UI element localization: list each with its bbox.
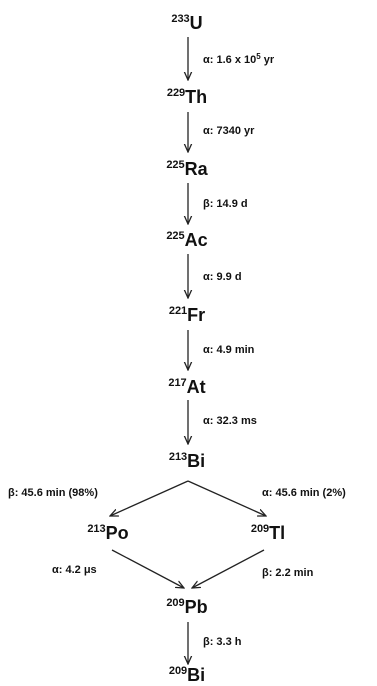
arrow-bi213-po213 (110, 480, 189, 516)
decay-label-ra225: β: 14.9 d (203, 198, 248, 210)
nuclide-po-213: 213Po (87, 523, 129, 543)
decay-label-fr221: α: 4.9 min (203, 344, 255, 356)
nuclide-bi-213: 213Bi (168, 451, 206, 471)
decay-label-pb209: β: 3.3 h (203, 636, 242, 648)
decay-label-tl209: β: 2.2 min (262, 567, 314, 579)
nuclide-fr-221: 221Fr (168, 305, 206, 325)
arrow-tl209-pb209 (192, 549, 265, 588)
nuclide-th-229: 229Th (166, 87, 208, 107)
decay-label-bi213-alpha: α: 45.6 min (2%) (262, 487, 346, 499)
decay-label-bi213-beta: β: 45.6 min (98%) (8, 487, 98, 499)
nuclide-ra-225: 225Ra (166, 159, 208, 179)
nuclide-at-217: 217At (168, 377, 206, 397)
arrow-po213-pb209 (111, 549, 184, 588)
nuclide-ac-225: 225Ac (166, 230, 208, 250)
nuclide-u-233: 233U (171, 13, 203, 33)
decay-label-th229: α: 7340 yr (203, 125, 255, 137)
nuclide-pb-209: 209Pb (166, 597, 208, 617)
decay-label-at217: α: 32.3 ms (203, 415, 257, 427)
decay-label-po213: α: 4.2 μs (52, 564, 97, 576)
arrow-bi213-tl209 (187, 480, 266, 516)
nuclide-bi-209: 209Bi (168, 665, 206, 685)
nuclide-tl-209: 209Tl (250, 523, 286, 543)
decay-label-ac225: α: 9.9 d (203, 271, 242, 283)
decay-label-u233: α: 1.6 x 105 yr (203, 52, 275, 67)
